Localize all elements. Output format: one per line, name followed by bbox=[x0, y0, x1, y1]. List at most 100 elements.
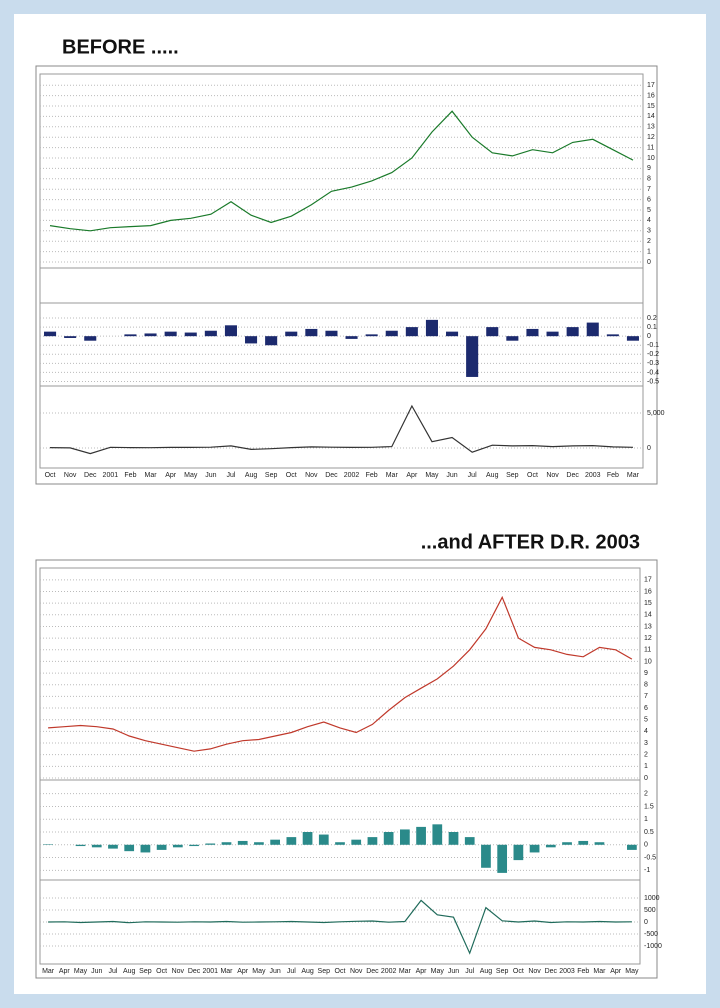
x-tick-label: May bbox=[252, 968, 266, 975]
x-tick-label: Aug bbox=[486, 472, 499, 479]
line bbox=[48, 595, 633, 752]
x-tick-label: Apr bbox=[165, 472, 177, 479]
bar bbox=[545, 844, 556, 848]
bar bbox=[464, 837, 475, 845]
bar bbox=[305, 328, 318, 337]
y-tick-label: 13 bbox=[647, 124, 655, 131]
before-window bbox=[35, 65, 658, 485]
bar bbox=[432, 824, 443, 845]
x-tick-label: Dec bbox=[325, 472, 338, 479]
y-tick-label: -0.4 bbox=[647, 369, 659, 376]
y-tick-label: 4 bbox=[647, 217, 651, 224]
panel bbox=[39, 73, 644, 269]
bar bbox=[285, 331, 298, 337]
x-tick-label: Aug bbox=[245, 472, 258, 479]
x-tick-label: Jul bbox=[226, 472, 235, 479]
bar bbox=[529, 844, 540, 853]
bar bbox=[383, 832, 394, 845]
bar bbox=[578, 840, 589, 845]
bar bbox=[164, 331, 177, 337]
x-tick-label: Feb bbox=[124, 472, 136, 479]
bar bbox=[189, 844, 199, 847]
x-tick-label: Mar bbox=[145, 472, 158, 479]
x-tick-label: Nov bbox=[64, 472, 77, 479]
x-tick-label: Feb bbox=[366, 472, 378, 479]
y-tick-label: 0.5 bbox=[644, 829, 654, 836]
x-tick-label: Apr bbox=[610, 968, 622, 975]
bar bbox=[91, 844, 102, 848]
bar bbox=[64, 336, 77, 338]
bar bbox=[224, 325, 237, 337]
x-tick-label: 2002 bbox=[381, 968, 397, 975]
after-title: ...and AFTER D.R. 2003 bbox=[421, 531, 640, 553]
x-tick-label: Apr bbox=[406, 472, 418, 479]
x-tick-label: Mar bbox=[386, 472, 399, 479]
panel bbox=[39, 302, 644, 393]
line bbox=[48, 899, 632, 955]
x-tick-label: Aug bbox=[480, 968, 493, 975]
x-tick-label: Jul bbox=[108, 968, 117, 975]
x-tick-label: Nov bbox=[305, 472, 318, 479]
y-tick-label: 0 bbox=[647, 259, 651, 266]
bar bbox=[156, 844, 167, 850]
y-tick-label: 0 bbox=[644, 919, 648, 926]
y-tick-label: 2 bbox=[644, 791, 648, 798]
x-tick-label: 2003 bbox=[559, 968, 575, 975]
y-tick-label: 8 bbox=[644, 682, 648, 689]
bar bbox=[286, 837, 297, 845]
bar bbox=[254, 842, 264, 845]
bar bbox=[245, 336, 258, 344]
y-tick-label: 10 bbox=[644, 658, 652, 665]
x-tick-label: Mar bbox=[399, 968, 412, 975]
y-tick-label: 11 bbox=[647, 144, 654, 151]
y-tick-label: -0.3 bbox=[647, 360, 659, 367]
bar bbox=[627, 844, 637, 850]
x-tick-label: May bbox=[184, 472, 198, 479]
x-tick-label: Aug bbox=[301, 968, 314, 975]
panel bbox=[39, 385, 644, 469]
line bbox=[49, 404, 634, 455]
y-tick-label: 16 bbox=[647, 92, 655, 99]
x-tick-label: 2001 bbox=[202, 968, 218, 975]
y-tick-label: -0.5 bbox=[644, 854, 656, 861]
bar bbox=[124, 844, 135, 852]
bar bbox=[345, 336, 358, 339]
bar bbox=[626, 336, 639, 341]
y-tick-label: 5 bbox=[647, 207, 651, 214]
x-tick-label: Jun bbox=[205, 472, 216, 479]
y-tick-label: 0 bbox=[644, 842, 648, 849]
bar bbox=[466, 336, 479, 377]
bar bbox=[546, 331, 559, 337]
bar bbox=[108, 844, 118, 849]
x-tick-label: Oct bbox=[45, 472, 56, 479]
x-tick-label: Oct bbox=[527, 472, 538, 479]
bar bbox=[43, 844, 53, 845]
bar bbox=[448, 832, 459, 845]
x-tick-label: Jun bbox=[91, 968, 102, 975]
y-tick-label: 1 bbox=[644, 763, 648, 770]
x-tick-label: May bbox=[425, 472, 439, 479]
x-tick-label: Dec bbox=[545, 968, 558, 975]
x-tick-label: Oct bbox=[156, 968, 167, 975]
y-tick-label: 5,000 bbox=[647, 410, 665, 417]
y-tick-label: 0.1 bbox=[647, 324, 657, 331]
bar bbox=[385, 330, 398, 337]
bar bbox=[566, 327, 579, 337]
bar bbox=[365, 334, 378, 337]
x-tick-label: Sep bbox=[496, 968, 509, 975]
y-tick-label: 12 bbox=[647, 134, 655, 141]
y-tick-label: 14 bbox=[644, 612, 652, 619]
x-tick-label: Sep bbox=[318, 968, 331, 975]
bar bbox=[335, 842, 345, 845]
bar bbox=[84, 336, 97, 341]
x-tick-label: Sep bbox=[506, 472, 519, 479]
y-tick-label: 15 bbox=[647, 103, 655, 110]
x-tick-label: 2003 bbox=[585, 472, 601, 479]
bar bbox=[526, 328, 539, 337]
x-tick-label: Nov bbox=[528, 968, 541, 975]
x-tick-label: Oct bbox=[286, 472, 297, 479]
x-tick-label: Jul bbox=[465, 968, 474, 975]
y-tick-label: 9 bbox=[644, 670, 648, 677]
before-title: BEFORE ..... bbox=[62, 36, 179, 58]
bar bbox=[606, 334, 619, 337]
